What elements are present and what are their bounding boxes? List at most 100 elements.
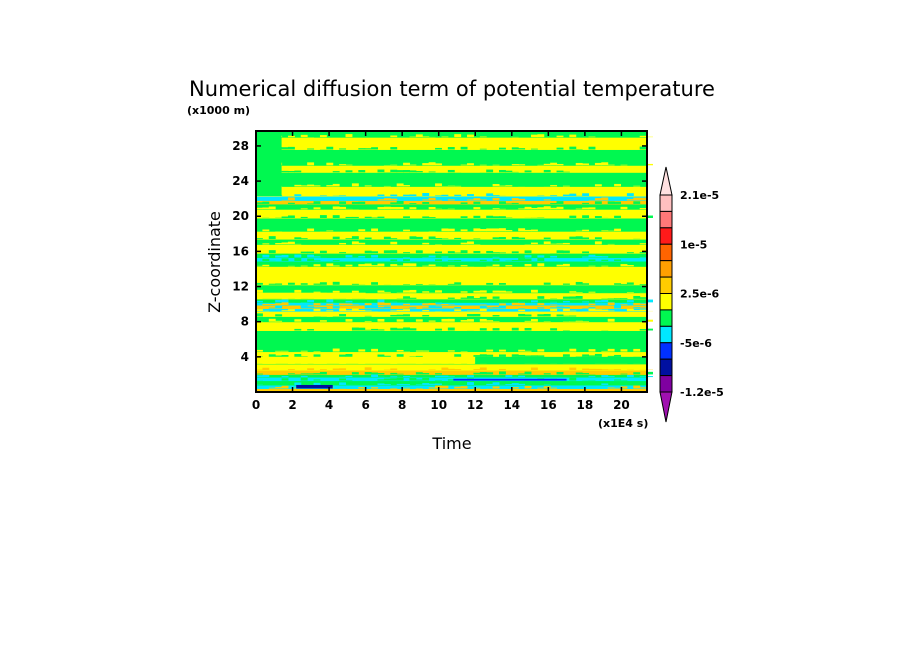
field-cell	[575, 292, 583, 293]
field-cell	[518, 198, 526, 201]
field-cell	[499, 237, 506, 240]
field-cell	[486, 215, 494, 218]
field-cell	[403, 303, 410, 305]
field-cell	[582, 321, 590, 322]
field-cell	[409, 328, 417, 331]
field-cell	[639, 251, 647, 254]
field-cell	[415, 134, 423, 138]
field-cell	[358, 256, 366, 258]
field-cell	[281, 355, 289, 357]
field-cell	[601, 259, 609, 262]
field-cell	[390, 314, 398, 317]
field-cell	[281, 258, 289, 262]
field-cell	[390, 241, 398, 245]
field-cell	[486, 193, 494, 197]
field-cell	[639, 243, 647, 245]
field-cell	[300, 185, 308, 187]
field-cell	[287, 202, 295, 204]
field-cell	[281, 255, 289, 258]
colorbar-label: 1e-5	[680, 238, 707, 251]
field-cell	[524, 355, 532, 357]
field-cell	[620, 264, 628, 267]
field-cell	[435, 163, 442, 166]
field-cell	[415, 171, 423, 173]
field-cell	[345, 238, 353, 240]
field-cell	[377, 207, 385, 210]
field-cell	[307, 228, 315, 232]
field-cell	[524, 385, 532, 389]
field-cell	[588, 308, 596, 312]
field-cell	[364, 216, 372, 218]
field-cell	[601, 309, 609, 312]
field-cell	[422, 163, 430, 166]
field-cell	[499, 290, 506, 293]
field-cell	[364, 185, 372, 187]
field-cell	[441, 307, 449, 309]
field-cell	[550, 307, 558, 309]
field-cell	[479, 328, 487, 331]
field-cell	[518, 164, 526, 166]
field-cell	[460, 146, 468, 150]
field-cell	[614, 354, 622, 357]
field-cell	[313, 256, 321, 258]
field-band	[256, 377, 647, 382]
field-cell	[256, 373, 263, 375]
field-cell	[550, 162, 558, 166]
field-cell	[556, 201, 564, 204]
field-cell	[639, 135, 647, 138]
field-cell	[326, 146, 334, 150]
field-cell	[505, 265, 513, 267]
field-cell	[518, 309, 526, 312]
colorbar-top-triangle	[659, 166, 673, 196]
field-cell	[409, 307, 417, 309]
field-cell	[358, 229, 366, 232]
field-cell	[601, 299, 609, 303]
field-cell	[281, 301, 289, 305]
field-cell	[383, 306, 391, 309]
field-cell	[588, 207, 596, 210]
field-cell	[460, 320, 468, 322]
field-cell	[307, 203, 315, 204]
x-tick-label: 4	[325, 398, 333, 412]
field-cell	[588, 291, 596, 293]
field-cell	[594, 309, 602, 312]
field-cell	[275, 305, 283, 309]
field-cell	[473, 290, 481, 293]
x-tick-label: 0	[252, 398, 260, 412]
field-cell	[614, 228, 622, 232]
field-cell	[626, 300, 634, 303]
field-cell	[339, 195, 347, 197]
field-cell	[358, 309, 366, 312]
field-cell	[339, 164, 347, 166]
field-patch	[256, 292, 366, 299]
field-cell	[294, 254, 302, 258]
field-cell	[300, 216, 308, 218]
field-cell	[473, 355, 481, 357]
field-cell	[390, 250, 398, 254]
colorbar-box	[659, 342, 673, 360]
field-cell	[601, 162, 609, 166]
plot-frame	[255, 130, 648, 393]
field-cell	[307, 329, 315, 331]
field-cell	[428, 171, 436, 173]
field-cell	[435, 251, 442, 254]
field-cell	[345, 134, 353, 138]
field-cell	[492, 264, 500, 267]
field-cell	[588, 254, 596, 258]
field-cell	[492, 164, 500, 166]
contour-field	[256, 131, 653, 393]
field-cell	[556, 250, 564, 254]
field-cell	[543, 163, 551, 166]
field-cell	[390, 238, 398, 240]
field-cell	[562, 315, 570, 317]
field-cell	[454, 185, 462, 187]
field-cell	[383, 250, 391, 254]
field-cell	[262, 243, 270, 245]
field-cell	[473, 215, 481, 218]
field-cell	[601, 350, 609, 352]
field-cell	[511, 198, 519, 201]
field-cell	[575, 320, 583, 322]
field-cell	[537, 255, 545, 258]
field-cell	[422, 383, 430, 385]
field-cell	[422, 310, 430, 312]
